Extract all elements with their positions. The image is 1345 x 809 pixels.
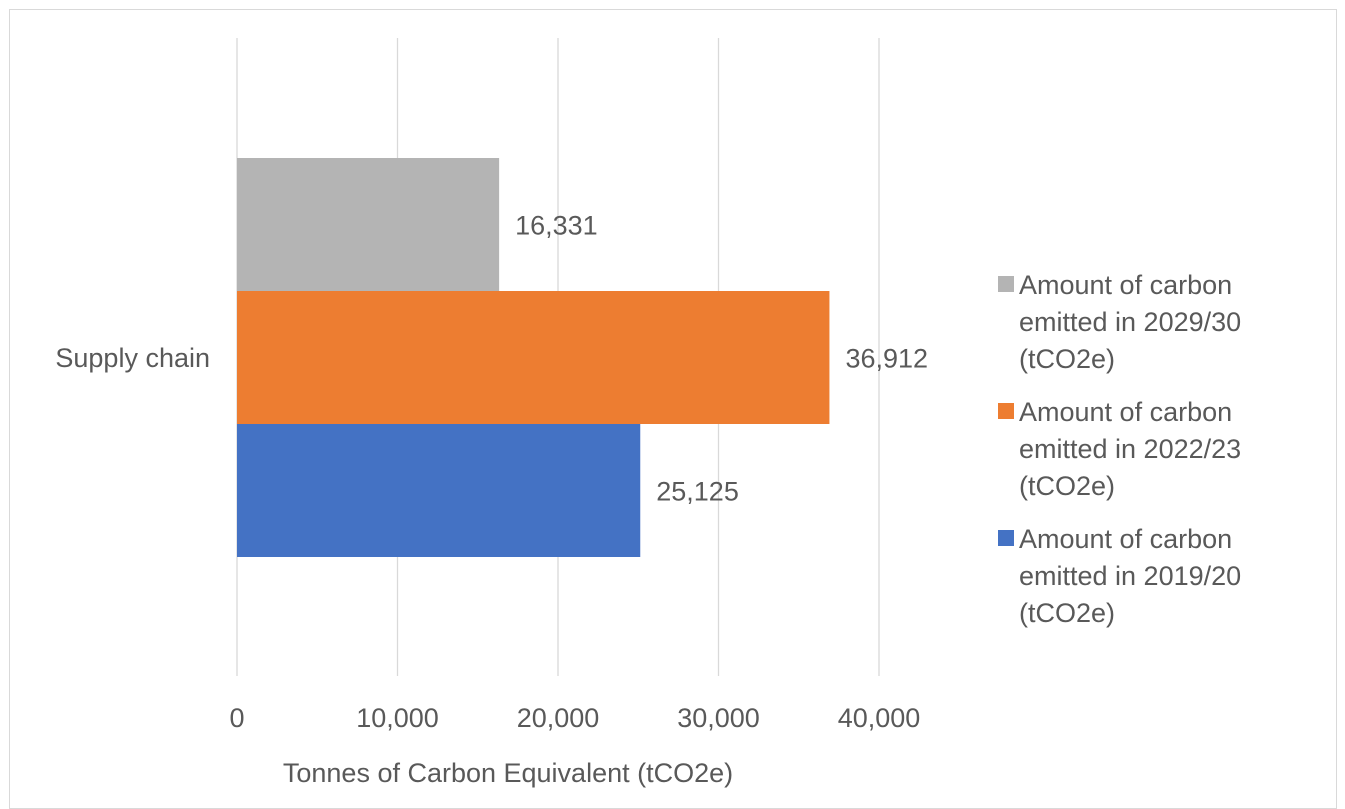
bar-series-1 — [237, 291, 830, 424]
x-axis-title: Tonnes of Carbon Equivalent (tCO2e) — [283, 758, 733, 788]
legend-label-1-line-1: emitted in 2022/23 — [1019, 434, 1241, 464]
legend-label-0-line-2: (tCO2e) — [1019, 344, 1115, 374]
data-label-series-1: 36,912 — [845, 344, 928, 374]
legend-label-1-line-0: Amount of carbon — [1019, 397, 1232, 427]
data-label-series-2: 16,331 — [515, 211, 598, 241]
x-tick-label-3: 30,000 — [677, 703, 760, 733]
x-tick-label-1: 10,000 — [356, 703, 439, 733]
x-tick-label-2: 20,000 — [517, 703, 600, 733]
legend-swatch-1 — [998, 403, 1014, 419]
x-tick-label-0: 0 — [229, 703, 244, 733]
bar-series-2 — [237, 158, 500, 291]
data-label-series-0: 25,125 — [656, 477, 739, 507]
category-label-0: Supply chain — [55, 343, 210, 373]
x-tick-label-4: 40,000 — [838, 703, 921, 733]
legend-swatch-0 — [998, 276, 1014, 292]
legend-label-2-line-1: emitted in 2019/20 — [1019, 561, 1241, 591]
legend-label-2-line-0: Amount of carbon — [1019, 524, 1232, 554]
legend-label-2-line-2: (tCO2e) — [1019, 598, 1115, 628]
legend-label-0-line-1: emitted in 2029/30 — [1019, 307, 1241, 337]
legend-swatch-2 — [998, 530, 1014, 546]
bar-series-0 — [237, 424, 641, 557]
legend-label-0-line-0: Amount of carbon — [1019, 270, 1232, 300]
legend-label-1-line-2: (tCO2e) — [1019, 471, 1115, 501]
